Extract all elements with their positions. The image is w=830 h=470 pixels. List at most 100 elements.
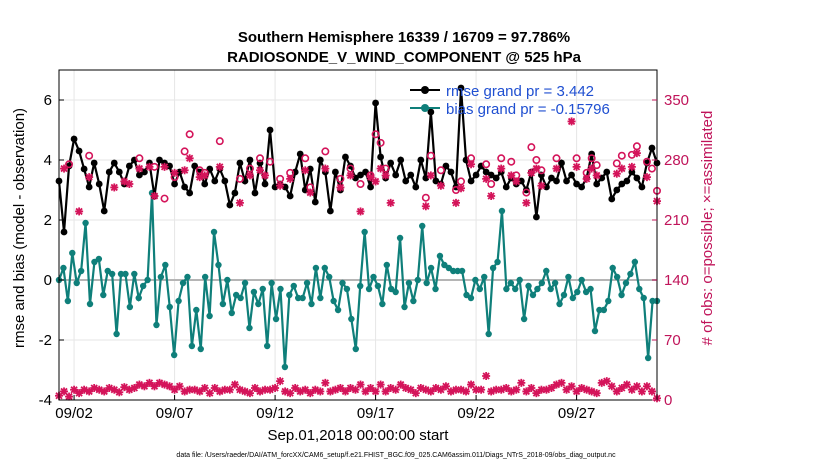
y-right-tick-label: 350 [664,92,689,109]
obs-assimilated-point [225,385,234,394]
obs-assimilated-point [617,164,626,173]
legend-rmse-label: rmse grand pr = 3.442 [446,83,594,100]
obs-assimilated-point [451,198,460,207]
obs-assimilated-point [477,385,486,394]
bias-point [197,345,204,353]
rmse-point [357,171,364,179]
rmse-point [70,135,78,143]
bias-point [299,294,306,302]
obs-possible-point [617,151,626,160]
rmse-point [492,174,500,182]
obs-possible-point [632,142,641,151]
rmse-point [633,174,641,182]
rmse-point [110,159,118,167]
obs-assimilated-point [411,389,420,398]
rmse-point [628,168,636,176]
rmse-point [306,165,314,173]
bias-point [587,285,594,293]
obs-assimilated-point [527,384,536,392]
obs-assimilated-point [467,160,476,169]
bias-point [312,264,320,272]
bias-point [188,342,196,350]
obs-assimilated-point [200,384,209,392]
obs-assimilated-point [185,154,194,163]
y-tick-label: 2 [44,212,52,229]
bias-point [489,264,497,272]
obs-assimilated-point [582,174,591,183]
rmse-point [608,195,616,203]
obs-assimilated-point [572,162,581,171]
rmse-point [125,162,133,170]
obs-assimilated-point [60,164,69,173]
obs-assimilated-point [371,387,380,396]
bias-point [414,276,421,284]
obs-assimilated-point [637,387,646,396]
rmse-point [80,165,88,173]
bias-point [410,297,417,305]
obs-assimilated-point [537,181,546,190]
rmse-point [648,144,656,152]
obs-assimilated-point [567,117,576,126]
bias-point [427,264,435,272]
bias-point [467,294,475,302]
bias-point [569,294,577,302]
obs-possible-point [85,151,94,160]
rmse-point [141,168,148,176]
rmse-point [558,159,565,167]
obs-assimilated-point [592,171,601,180]
bias-point [361,228,368,236]
plot-area [55,84,661,403]
obs-assimilated-point [436,181,445,190]
obs-assimilated-point [235,198,244,207]
x-tick-label: 09/22 [457,405,495,422]
rmse-point [236,159,244,167]
rmse-point [100,207,108,215]
bias-point [618,291,625,299]
obs-possible-point [647,164,656,173]
obs-assimilated-point [356,380,365,389]
obs-possible-point [527,143,536,152]
rmse-point [573,180,580,188]
bias-point [396,234,404,242]
bias-point [556,300,563,308]
obs-possible-point [371,130,380,139]
rmse-point [90,159,98,167]
chart-title: Southern Hemisphere 16339 / 16709 = 97.7… [238,29,570,46]
rmse-point [392,171,400,179]
obs-possible-point [421,193,430,202]
obs-possible-point [426,151,435,160]
obs-assimilated-point [371,177,380,186]
bias-point [481,273,488,281]
y-right-tick-label: 210 [664,212,689,229]
bias-point [73,279,80,287]
bias-point [286,291,293,299]
bias-point [605,297,612,305]
obs-assimilated-point [441,382,450,391]
y-tick-label: 0 [44,272,52,289]
rmse-point [281,183,289,191]
bias-point [423,279,430,287]
obs-assimilated-point [376,164,385,173]
bias-point [113,330,120,338]
bias-point [454,267,461,275]
bias-point [574,288,581,296]
obs-assimilated-point [381,171,390,180]
obs-possible-point [160,194,169,203]
bias-point [100,291,107,299]
bias-point [613,273,621,281]
rmse-point [372,99,379,107]
bias-point [507,279,515,287]
bias-point [277,285,284,293]
obs-assimilated-point [356,207,365,216]
rmse-point [532,213,540,221]
bias-point [370,273,377,281]
axis-ticks: 09/02 09/07 09/12 09/17 09/22 09/27 -4 -2 0 2 4 6 0 7… [39,92,689,422]
bias-point [622,279,630,287]
bias-point [95,255,103,263]
bias-point [303,279,311,287]
obs-possible-point [532,156,541,165]
bias-point [383,261,390,269]
bias-point [108,270,116,278]
bias-point [627,270,634,278]
bias-point [86,300,94,308]
